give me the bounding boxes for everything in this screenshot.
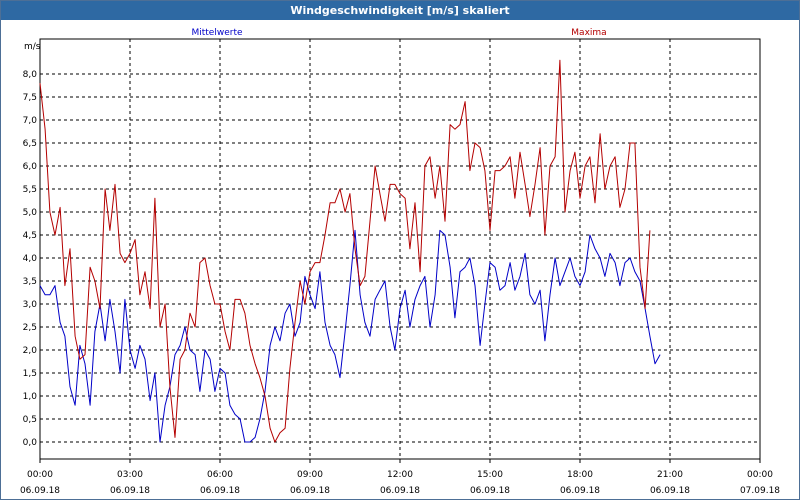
x-tick-date-label: 06.09.18 — [650, 486, 690, 496]
x-tick-time-label: 09:00 — [297, 470, 323, 480]
series-line-mittelwerte — [39, 229, 661, 443]
x-tick-date-label: 07.09.18 — [740, 486, 780, 496]
y-tick-label: 7,5 — [23, 93, 37, 103]
plot-frame — [39, 38, 761, 460]
x-tick-date-label: 06.09.18 — [290, 486, 330, 496]
x-tick-time-label: 06:00 — [207, 470, 233, 480]
x-tick-date-label: 06.09.18 — [470, 486, 510, 496]
y-tick-label: 4,5 — [23, 231, 37, 241]
y-axis-label: m/s — [24, 42, 41, 52]
x-tick-time-label: 12:00 — [387, 470, 413, 480]
y-tick-label: 5,0 — [23, 208, 38, 218]
series-line-maxima — [39, 59, 651, 443]
y-tick-label: 1,5 — [23, 369, 37, 379]
x-tick-date-label: 06.09.18 — [200, 486, 240, 496]
y-tick-label: 8,0 — [23, 70, 38, 80]
y-tick-label: 6,5 — [23, 139, 37, 149]
y-tick-label: 3,5 — [23, 277, 37, 287]
y-tick-label: 0,0 — [23, 438, 38, 448]
x-tick-time-label: 15:00 — [477, 470, 503, 480]
y-tick-label: 6,0 — [23, 162, 38, 172]
x-tick-date-label: 06.09.18 — [380, 486, 420, 496]
x-tick-time-label: 21:00 — [657, 470, 683, 480]
y-tick-label: 3,0 — [23, 300, 38, 310]
x-tick-time-label: 00:00 — [747, 470, 773, 480]
y-tick-label: 7,0 — [23, 116, 38, 126]
x-tick-date-label: 06.09.18 — [560, 486, 600, 496]
y-tick-label: 5,5 — [23, 185, 37, 195]
y-tick-label: 2,5 — [23, 323, 37, 333]
window-title: Windgeschwindigkeit [m/s] skaliert — [1, 1, 799, 20]
x-tick-date-label: 06.09.18 — [110, 486, 150, 496]
x-tick-date-label: 06.09.18 — [20, 486, 60, 496]
y-tick-label: 2,0 — [23, 346, 38, 356]
y-tick-label: 1,0 — [23, 392, 38, 402]
x-tick-time-label: 00:00 — [27, 470, 53, 480]
x-tick-time-label: 03:00 — [117, 470, 143, 480]
legend-mittelwerte: Mittelwerte — [191, 28, 242, 38]
y-tick-label: 0,5 — [23, 415, 37, 425]
x-tick-time-label: 18:00 — [567, 470, 593, 480]
y-tick-label: 4,0 — [23, 254, 38, 264]
legend-maxima: Maxima — [571, 28, 606, 38]
